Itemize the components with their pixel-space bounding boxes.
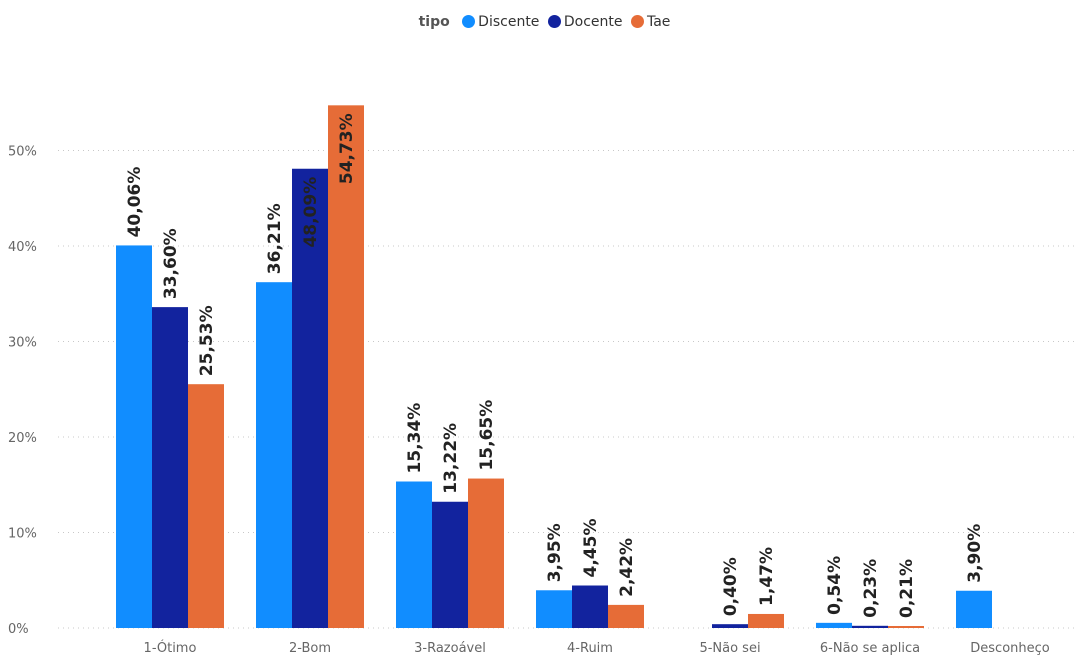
legend-label-discente: Discente [478, 14, 540, 30]
data-label: 25,53% [197, 305, 217, 376]
data-label: 3,90% [965, 524, 985, 583]
bar-docente[interactable] [292, 168, 328, 629]
data-label: 0,21% [897, 559, 917, 618]
data-label: 0,23% [861, 559, 881, 618]
legend-item-tae[interactable]: Tae [630, 14, 671, 30]
bar-docente[interactable] [572, 585, 608, 628]
data-label: 2,42% [617, 538, 637, 597]
data-label: 15,34% [405, 403, 425, 474]
bar-tae[interactable] [188, 384, 224, 628]
data-label: 13,22% [441, 423, 461, 494]
x-tick-label: 4-Ruim [567, 641, 613, 656]
data-label: 48,09% [301, 177, 321, 248]
data-label: 33,60% [161, 228, 181, 299]
legend-item-discente[interactable]: Discente [462, 14, 539, 30]
x-tick-label: 2-Bom [289, 641, 331, 656]
legend-swatch-tae [630, 15, 644, 28]
bar-docente[interactable] [852, 625, 888, 628]
data-label: 3,95% [545, 523, 565, 582]
legend-item-docente[interactable]: Docente [547, 14, 623, 30]
bar-discente[interactable] [256, 282, 292, 628]
y-tick-label: 10% [8, 527, 37, 542]
legend-label-docente: Docente [563, 14, 623, 30]
bar-docente[interactable] [432, 501, 468, 628]
y-tick-label: 30% [8, 336, 37, 351]
data-label: 0,40% [721, 557, 741, 616]
bar-tae[interactable] [608, 604, 644, 628]
legend-label-tae: Tae [646, 14, 671, 30]
bar-discente[interactable] [816, 622, 852, 628]
bar-discente[interactable] [396, 481, 432, 628]
data-label: 15,65% [477, 400, 497, 471]
legend-swatch-discente [462, 15, 476, 28]
bar-docente[interactable] [712, 624, 748, 628]
bar-tae[interactable] [888, 625, 924, 628]
y-tick-label: 50% [8, 145, 37, 160]
y-tick-label: 0% [8, 622, 29, 637]
y-tick-label: 40% [8, 240, 37, 255]
y-tick-label: 20% [8, 431, 37, 446]
data-label: 40,06% [125, 167, 145, 238]
legend-title: tipo [418, 14, 450, 30]
data-label: 1,47% [757, 547, 777, 606]
bar-docente[interactable] [152, 307, 188, 628]
bar-tae[interactable] [468, 478, 504, 628]
legend-swatch-docente [547, 15, 561, 28]
bar-tae[interactable] [328, 105, 364, 629]
x-tick-label: 5-Não sei [699, 641, 760, 656]
data-label: 0,54% [825, 556, 845, 615]
x-tick-label: Desconheço [970, 641, 1050, 656]
legend: tipo Discente Docente Tae [0, 14, 1091, 30]
data-label: 54,73% [337, 113, 357, 184]
bar-discente[interactable] [536, 590, 572, 628]
bar-tae[interactable] [748, 613, 784, 628]
x-tick-label: 1-Ótimo [144, 640, 197, 656]
data-label: 4,45% [581, 519, 601, 578]
x-tick-label: 3-Razoável [414, 641, 486, 656]
x-tick-label: 6-Não se aplica [820, 641, 920, 656]
bar-discente[interactable] [116, 245, 152, 628]
bar-discente[interactable] [956, 590, 992, 628]
data-label: 36,21% [265, 203, 285, 274]
